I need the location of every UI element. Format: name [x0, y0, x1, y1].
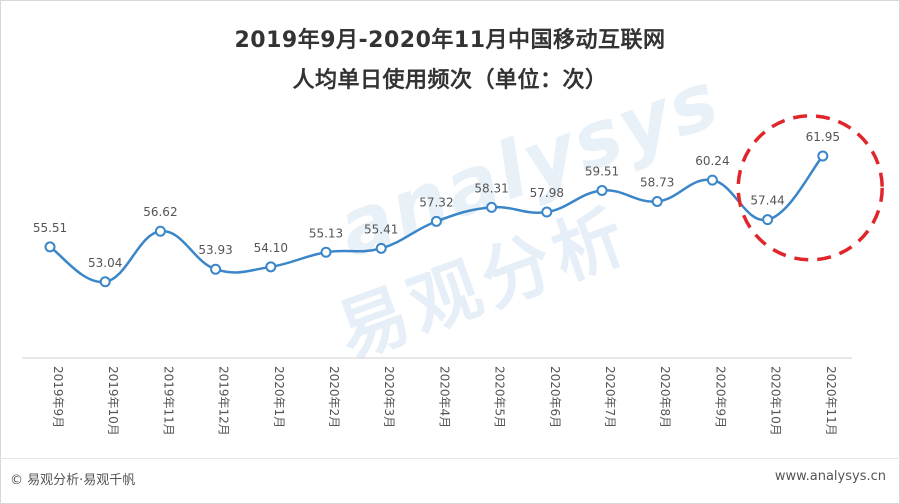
- chart-subtitle: 人均单日使用频次（单位：次）: [292, 68, 608, 93]
- data-label: 59.51: [585, 164, 619, 178]
- x-tick-label: 2019年10月: [106, 366, 120, 436]
- footer-divider: [0, 458, 900, 459]
- x-tick-label: 2020年6月: [548, 366, 562, 428]
- x-tick-label: 2019年9月: [51, 366, 65, 428]
- data-label: 54.10: [254, 241, 288, 255]
- x-tick-label: 2020年7月: [603, 366, 617, 428]
- data-point: [541, 206, 553, 218]
- x-tick-label: 2019年11月: [161, 366, 175, 436]
- x-tick-label: 2020年11月: [824, 366, 838, 436]
- data-point: [375, 242, 387, 254]
- data-point: [817, 150, 829, 162]
- data-point: [651, 195, 663, 207]
- x-tick-label: 2019年12月: [217, 366, 231, 436]
- data-point: [99, 276, 111, 288]
- x-tick-label: 2020年9月: [713, 366, 727, 428]
- data-point: [44, 241, 56, 253]
- x-tick-label: 2020年3月: [382, 366, 396, 428]
- x-tick-label: 2020年10月: [769, 366, 783, 436]
- data-label: 53.04: [88, 256, 122, 270]
- data-point: [486, 201, 498, 213]
- chart-title: 2019年9月-2020年11月中国移动互联网: [234, 28, 666, 53]
- data-point: [430, 215, 442, 227]
- data-label: 58.31: [474, 181, 508, 195]
- data-label: 60.24: [695, 154, 729, 168]
- data-label: 57.32: [419, 195, 453, 209]
- data-point: [265, 261, 277, 273]
- footer-copyright: © 易观分析·易观千帆: [10, 473, 136, 488]
- data-label: 55.41: [364, 222, 398, 236]
- data-point: [210, 263, 222, 275]
- data-label: 57.98: [530, 186, 564, 200]
- data-point: [154, 225, 166, 237]
- data-point: [762, 214, 774, 226]
- highlight-circle: [736, 114, 884, 262]
- data-label: 56.62: [143, 205, 177, 219]
- data-point: [320, 246, 332, 258]
- x-tick-label: 2020年4月: [437, 366, 451, 428]
- data-label: 53.93: [198, 243, 232, 257]
- data-label: 61.95: [806, 130, 840, 144]
- x-tick-label: 2020年8月: [658, 366, 672, 428]
- footer-website[interactable]: www.analysys.cn: [774, 469, 886, 484]
- data-point: [706, 174, 718, 186]
- x-tick-label: 2020年2月: [327, 366, 341, 428]
- x-tick-label: 2020年5月: [493, 366, 507, 428]
- x-tick-label: 2020年1月: [272, 366, 286, 428]
- data-label: 55.13: [309, 226, 343, 240]
- data-label: 58.73: [640, 175, 674, 189]
- data-point: [596, 184, 608, 196]
- data-label: 55.51: [33, 221, 67, 235]
- data-label: 57.44: [750, 194, 784, 208]
